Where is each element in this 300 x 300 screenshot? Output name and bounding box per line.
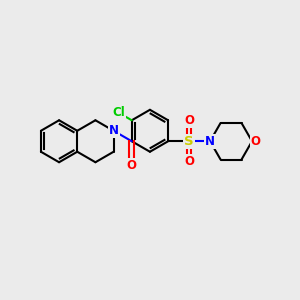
Text: S: S bbox=[184, 135, 194, 148]
Text: O: O bbox=[184, 114, 194, 127]
Text: Cl: Cl bbox=[113, 106, 125, 119]
Text: N: N bbox=[205, 135, 215, 148]
Text: N: N bbox=[109, 124, 118, 137]
Text: O: O bbox=[184, 155, 194, 168]
Text: O: O bbox=[250, 135, 260, 148]
Text: O: O bbox=[127, 158, 137, 172]
